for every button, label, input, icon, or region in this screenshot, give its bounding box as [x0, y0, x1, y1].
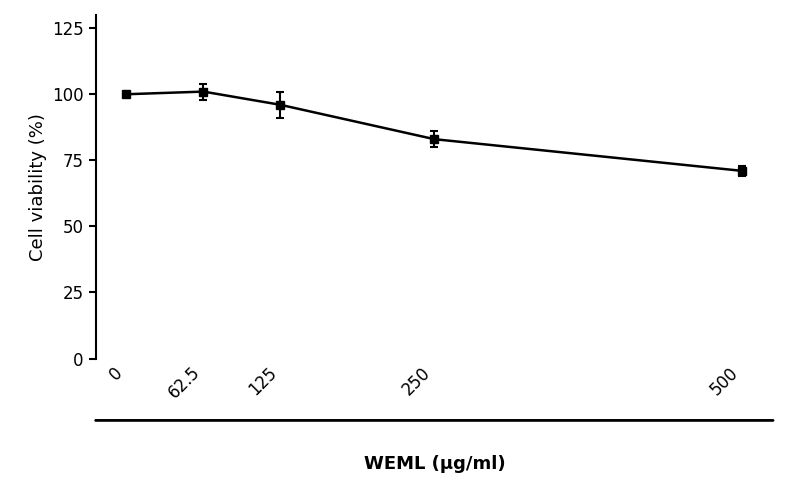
Y-axis label: Cell viability (%): Cell viability (%) — [29, 113, 46, 260]
Text: WEML (μg/ml): WEML (μg/ml) — [363, 455, 505, 473]
